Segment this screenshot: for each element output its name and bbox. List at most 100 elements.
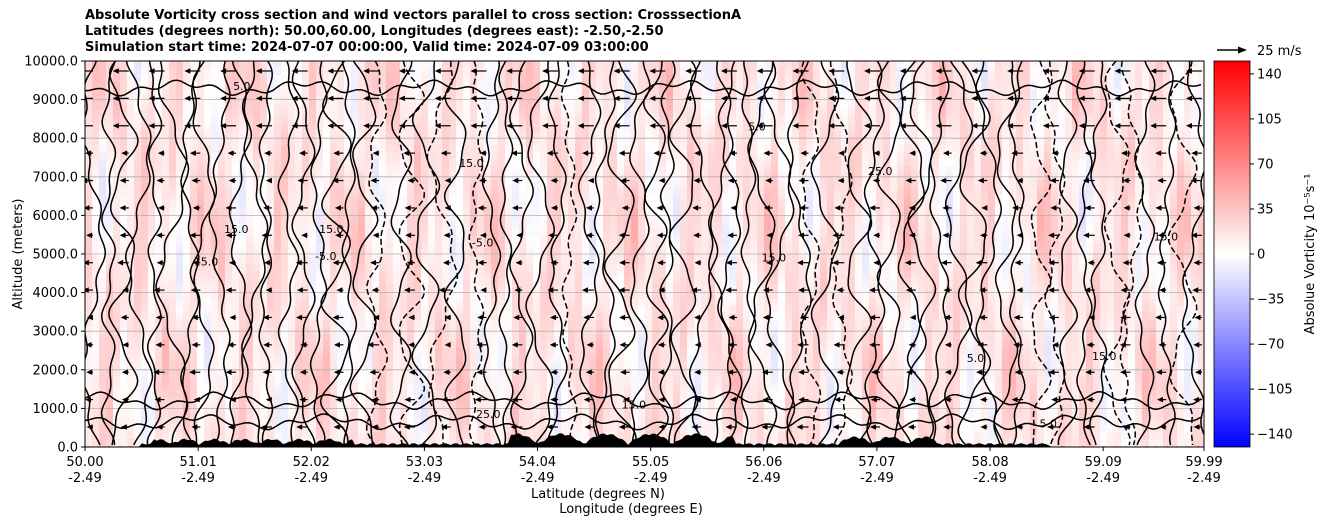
field-cell [582, 362, 590, 370]
field-cell [561, 425, 569, 433]
field-cell [694, 187, 702, 195]
field-cell [267, 89, 275, 97]
field-cell [204, 117, 212, 125]
field-cell [155, 229, 163, 237]
field-cell [680, 131, 688, 139]
field-cell [309, 383, 317, 391]
field-cell [85, 194, 93, 202]
field-cell [323, 404, 331, 412]
field-cell [106, 159, 114, 167]
field-cell [169, 362, 177, 370]
field-cell [484, 257, 492, 265]
field-cell [561, 264, 569, 272]
field-cell [505, 208, 513, 216]
field-cell [169, 61, 177, 69]
field-cell [85, 201, 93, 209]
field-cell [372, 103, 380, 111]
field-cell [288, 299, 296, 307]
field-cell [652, 145, 660, 153]
field-cell [582, 75, 590, 83]
field-cell [99, 159, 107, 167]
field-cell [652, 292, 660, 300]
field-cell [379, 383, 387, 391]
field-cell [162, 383, 170, 391]
field-cell [127, 145, 135, 153]
field-cell [631, 355, 639, 363]
field-cell [470, 425, 478, 433]
field-cell [330, 117, 338, 125]
field-cell [113, 82, 121, 90]
field-cell [316, 82, 324, 90]
field-cell [323, 418, 331, 426]
field-cell [561, 243, 569, 251]
field-cell [638, 159, 646, 167]
field-cell [575, 145, 583, 153]
field-cell [491, 152, 499, 160]
field-cell [267, 180, 275, 188]
field-cell [232, 194, 240, 202]
field-cell [554, 278, 562, 286]
field-cell [211, 376, 219, 384]
field-cell [435, 411, 443, 419]
field-cell [386, 152, 394, 160]
field-cell [694, 82, 702, 90]
field-cell [225, 397, 233, 405]
field-cell [491, 439, 499, 447]
field-cell [148, 397, 156, 405]
field-cell [113, 404, 121, 412]
field-cell [617, 110, 625, 118]
field-cell [519, 299, 527, 307]
field-cell [246, 243, 254, 251]
field-cell [183, 285, 191, 293]
field-cell [365, 355, 373, 363]
field-cell [505, 145, 513, 153]
field-cell [463, 166, 471, 174]
field-cell [323, 278, 331, 286]
field-cell [85, 376, 93, 384]
field-cell [267, 271, 275, 279]
field-cell [365, 110, 373, 118]
field-cell [134, 271, 142, 279]
field-cell [449, 425, 457, 433]
field-cell [85, 145, 93, 153]
field-cell [442, 229, 450, 237]
field-cell [316, 201, 324, 209]
field-cell [113, 222, 121, 230]
field-cell [428, 264, 436, 272]
field-cell [596, 152, 604, 160]
field-cell [379, 152, 387, 160]
field-cell [596, 376, 604, 384]
field-cell [330, 292, 338, 300]
field-cell [155, 278, 163, 286]
field-cell [85, 124, 93, 132]
field-cell [666, 313, 674, 321]
field-cell [330, 390, 338, 398]
field-cell [218, 292, 226, 300]
field-cell [421, 271, 429, 279]
field-cell [484, 369, 492, 377]
field-cell [680, 166, 688, 174]
field-cell [666, 194, 674, 202]
field-cell [484, 432, 492, 440]
field-cell [365, 313, 373, 321]
field-cell [617, 89, 625, 97]
field-cell [92, 166, 100, 174]
field-cell [645, 397, 653, 405]
field-cell [610, 271, 618, 279]
field-cell [442, 131, 450, 139]
field-cell [309, 110, 317, 118]
field-cell [589, 229, 597, 237]
field-cell [267, 243, 275, 251]
field-cell [337, 68, 345, 76]
field-cell [540, 103, 548, 111]
field-cell [246, 369, 254, 377]
field-cell [113, 124, 121, 132]
field-cell [274, 215, 282, 223]
field-cell [561, 404, 569, 412]
field-cell [540, 194, 548, 202]
field-cell [106, 383, 114, 391]
field-cell [267, 313, 275, 321]
field-cell [519, 432, 527, 440]
field-cell [631, 222, 639, 230]
field-cell [183, 313, 191, 321]
